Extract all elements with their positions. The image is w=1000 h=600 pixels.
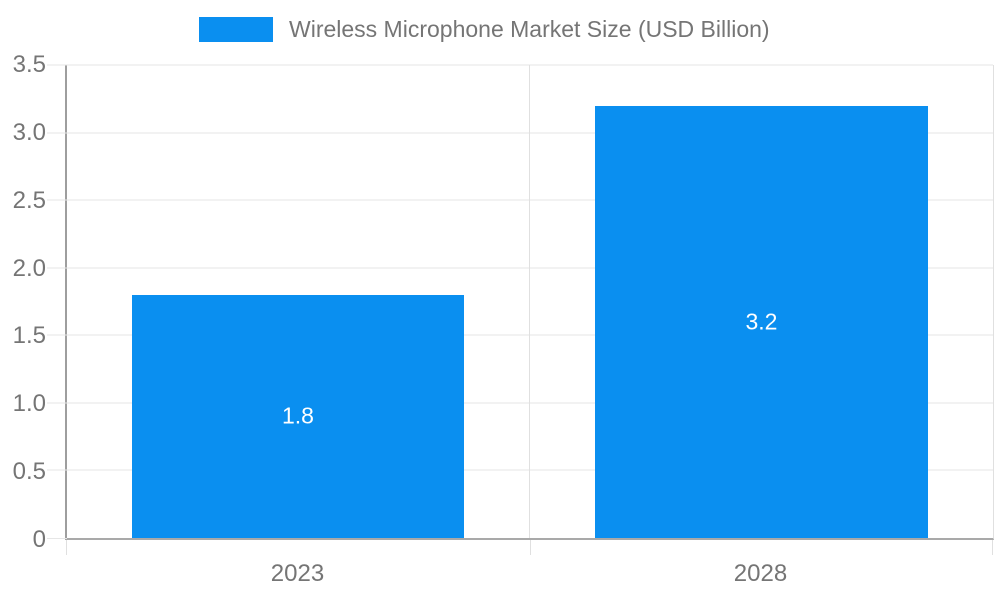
x-axis-tick-mid	[530, 540, 531, 555]
y-tick-label: 3.0	[12, 118, 46, 146]
legend-swatch	[199, 17, 273, 42]
gridline	[47, 402, 993, 404]
bar-value-label: 3.2	[745, 308, 778, 335]
gridline	[47, 267, 993, 269]
gridline	[47, 334, 993, 336]
gridline	[47, 132, 993, 134]
gridline	[47, 199, 993, 201]
category-cell: 1.8	[67, 65, 530, 538]
legend[interactable]: Wireless Microphone Market Size (USD Bil…	[199, 16, 770, 43]
bar-2028[interactable]: 3.2	[594, 105, 929, 538]
x-axis-labels: 2023 2028	[66, 560, 992, 588]
x-tick-label: 2028	[733, 560, 788, 587]
y-axis-zero-tick	[47, 538, 67, 539]
y-axis-labels: 0 0.5 1.0 1.5 2.0 2.5 3.0 3.5	[0, 53, 46, 552]
y-tick-label: 3.5	[12, 51, 46, 78]
y-tick-label: 2.5	[12, 186, 46, 214]
x-axis-tick-right	[992, 540, 993, 555]
gridline	[47, 469, 993, 471]
legend-label: Wireless Microphone Market Size (USD Bil…	[289, 16, 770, 42]
x-tick-label: 2023	[270, 560, 325, 587]
y-tick-label: 1.0	[12, 390, 46, 418]
bar-value-label: 1.8	[282, 402, 314, 429]
y-tick-label: 0	[32, 526, 46, 553]
plot-area: 1.8 3.2	[47, 64, 994, 555]
gridline	[47, 64, 993, 66]
x-axis-tick-left	[66, 540, 67, 555]
y-tick-label: 2.0	[12, 254, 46, 282]
category-cell: 3.2	[530, 65, 993, 538]
y-tick-label: 0.5	[12, 458, 46, 486]
bars: 1.8 3.2	[67, 65, 993, 538]
bar-2023[interactable]: 1.8	[131, 294, 465, 538]
y-tick-label: 1.5	[12, 322, 46, 350]
